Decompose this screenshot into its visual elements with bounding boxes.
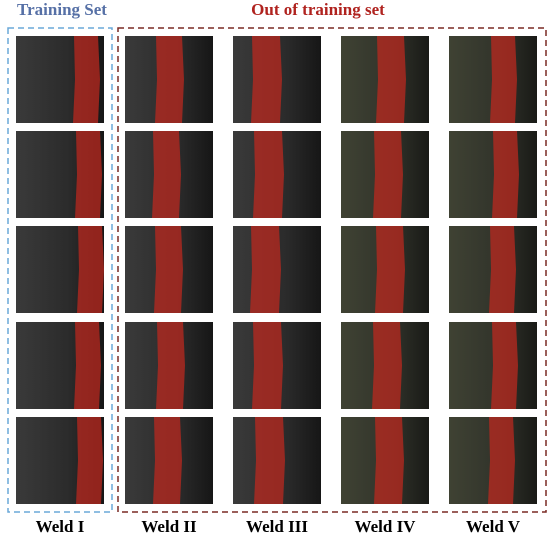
column-label: Weld II (141, 517, 197, 536)
weld-seam-mask (153, 417, 182, 504)
image-grid (16, 36, 537, 504)
column-label: Weld IV (355, 517, 417, 536)
weld-seam-mask (254, 417, 285, 504)
weld-seam-mask (74, 322, 101, 409)
weld-seam-mask (490, 36, 517, 123)
weld-seam-mask (250, 226, 281, 313)
column-label: Weld III (246, 517, 308, 536)
weld-seam-mask (73, 36, 100, 123)
weld-seam-mask (154, 226, 183, 313)
weld-seam-mask (251, 36, 282, 123)
column-label: Weld V (466, 517, 521, 536)
weld-seam-mask (152, 131, 181, 218)
column-label: Weld I (36, 517, 85, 536)
weld-seam-mask (372, 322, 402, 409)
weld-seam-mask (376, 36, 406, 123)
weld-seam-mask (76, 417, 103, 504)
weld-seam-mask (155, 36, 184, 123)
weld-seam-mask (374, 417, 404, 504)
weld-seam-mask (491, 322, 518, 409)
weld-seam-mask (156, 322, 185, 409)
out-of-training-title: Out of training set (251, 0, 385, 19)
weld-seam-mask (75, 131, 102, 218)
weld-seam-mask (373, 131, 403, 218)
weld-seam-mask (375, 226, 405, 313)
training-set-title: Training Set (17, 0, 107, 19)
training-box (7, 27, 113, 513)
weld-seam-mask (252, 322, 283, 409)
weld-seam-mask (77, 226, 104, 313)
weld-seam-mask (492, 131, 519, 218)
weld-seam-mask (489, 226, 516, 313)
weld-seam-mask (488, 417, 515, 504)
out-of-training-box (117, 27, 547, 513)
weld-seam-mask (253, 131, 284, 218)
